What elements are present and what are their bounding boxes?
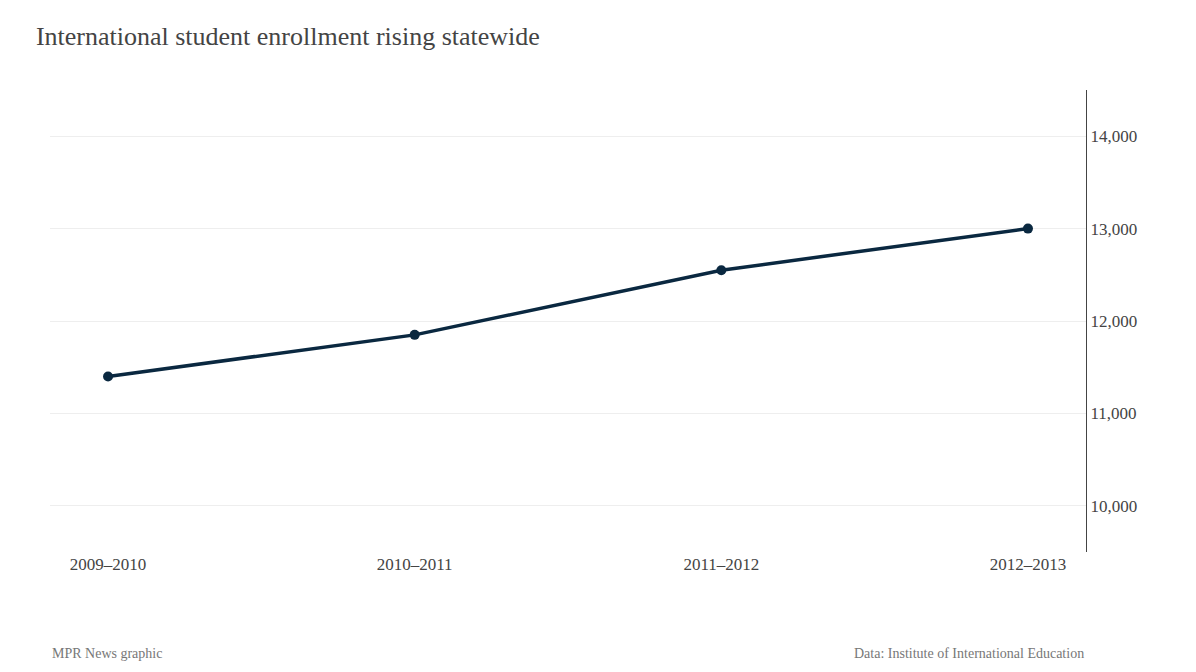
svg-text:10,000: 10,000: [1090, 497, 1137, 516]
svg-text:International student enrollme: International student enrollment rising …: [36, 22, 540, 51]
svg-text:13,000: 13,000: [1090, 220, 1137, 239]
svg-text:2011–2012: 2011–2012: [683, 555, 759, 574]
svg-text:2009–2010: 2009–2010: [70, 555, 147, 574]
svg-text:2012–2013: 2012–2013: [990, 555, 1067, 574]
svg-text:14,000: 14,000: [1090, 127, 1137, 146]
svg-text:2010–2011: 2010–2011: [377, 555, 453, 574]
svg-text:Data: Institute of Internation: Data: Institute of International Educati…: [854, 646, 1084, 661]
svg-text:11,000: 11,000: [1090, 404, 1136, 423]
svg-text:12,000: 12,000: [1090, 312, 1137, 331]
svg-text:MPR News graphic: MPR News graphic: [52, 646, 162, 661]
